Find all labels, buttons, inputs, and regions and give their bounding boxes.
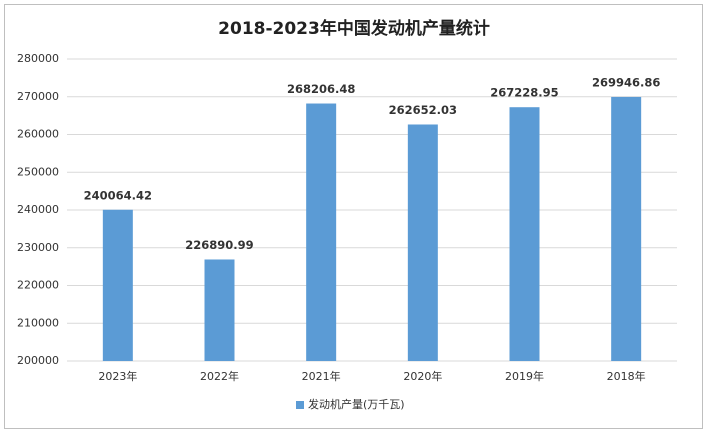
x-tick-label: 2018年 (607, 369, 646, 383)
bar (407, 124, 438, 361)
value-label: 262652.03 (389, 103, 457, 117)
legend-swatch (296, 401, 304, 409)
y-tick-label: 220000 (17, 279, 59, 292)
x-tick-label: 2023年 (98, 369, 137, 383)
value-label: 268206.48 (287, 82, 355, 96)
y-tick-label: 270000 (17, 90, 59, 103)
y-tick-label: 260000 (17, 128, 59, 141)
value-label: 240064.42 (84, 188, 152, 202)
y-tick-label: 240000 (17, 203, 59, 216)
x-tick-label: 2020年 (403, 369, 442, 383)
y-tick-label: 230000 (17, 241, 59, 254)
y-tick-label: 250000 (17, 165, 59, 178)
x-tick-label: 2022年 (200, 369, 239, 383)
x-tick-label: 2019年 (505, 369, 544, 383)
y-tick-label: 280000 (17, 52, 59, 65)
value-label: 267228.95 (490, 86, 558, 100)
bar (204, 259, 235, 361)
x-tick-label: 2021年 (302, 369, 341, 383)
bar (306, 103, 337, 361)
y-tick-label: 200000 (17, 354, 59, 367)
value-label: 226890.99 (185, 238, 253, 252)
value-label: 269946.86 (592, 75, 660, 89)
bar (611, 96, 642, 361)
chart-title: 2018-2023年中国发动机产量统计 (218, 18, 490, 39)
legend-label: 发动机产量(万千瓦) (308, 397, 405, 411)
y-tick-label: 210000 (17, 316, 59, 329)
bar (102, 209, 133, 361)
bar (509, 107, 540, 361)
